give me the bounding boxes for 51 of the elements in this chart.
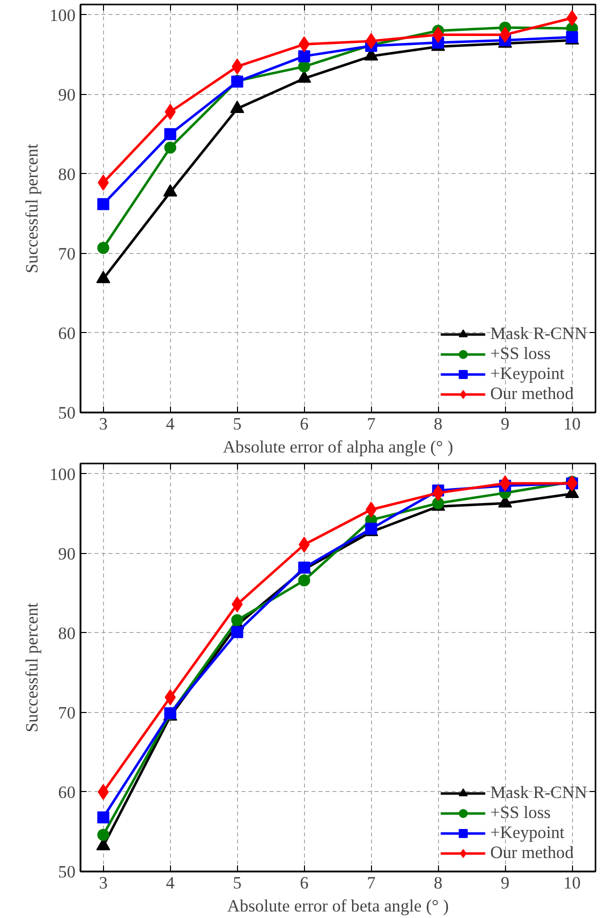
y-tick-label: 90 <box>58 85 76 104</box>
x-tick-label: 10 <box>563 414 581 434</box>
x-axis-title: Absolute error of beta angle (° ) <box>227 896 449 916</box>
x-tick-label: 3 <box>98 874 108 892</box>
y-tick-label: 100 <box>50 6 76 25</box>
y-tick-label: 100 <box>50 464 76 484</box>
legend-label: Mask R-CNN <box>490 324 587 344</box>
x-tick-label: 6 <box>300 874 309 892</box>
point <box>298 50 310 62</box>
x-tick-label: 10 <box>563 874 581 892</box>
legend-label: +Keypoint <box>490 364 564 384</box>
legend-label: Our method <box>490 843 574 863</box>
point <box>97 811 110 824</box>
y-tick-label: 60 <box>58 324 76 343</box>
x-tick-label: 8 <box>434 414 442 434</box>
point <box>97 198 110 210</box>
point <box>164 128 176 140</box>
legend-label: +Keypoint <box>490 823 564 843</box>
y-tick-label: 90 <box>58 544 76 564</box>
legend-label: +SS loss <box>490 344 551 364</box>
legend-label: Our method <box>490 384 574 404</box>
x-tick-label: 4 <box>166 874 175 892</box>
point <box>231 626 244 638</box>
y-tick-label: 80 <box>58 624 76 643</box>
x-tick-label: 6 <box>300 414 309 434</box>
legend-label: +SS loss <box>490 803 551 823</box>
y-tick-label: 70 <box>58 244 76 264</box>
point <box>231 614 244 626</box>
x-tick-label: 8 <box>434 874 442 892</box>
point <box>164 142 176 154</box>
y-tick-label: 50 <box>58 862 76 882</box>
legend-label: Mask R-CNN <box>490 783 587 803</box>
point <box>298 60 310 73</box>
x-tick-label: 4 <box>166 414 175 434</box>
y-axis-title: Successful percent <box>22 144 42 274</box>
x-tick-label: 3 <box>98 414 108 434</box>
y-tick-label: 80 <box>58 164 76 184</box>
x-axis-title: Absolute error of alpha angle (° ) <box>222 438 454 456</box>
y-tick-label: 70 <box>58 703 76 722</box>
x-tick-label: 5 <box>232 414 242 434</box>
x-tick-label: 5 <box>232 874 242 892</box>
y-axis-title: Successful percent <box>22 602 42 732</box>
point <box>298 574 310 586</box>
point <box>97 242 110 254</box>
x-tick-label: 7 <box>366 874 376 892</box>
point <box>97 828 110 841</box>
x-tick-label: 7 <box>366 414 376 434</box>
x-tick-label: 9 <box>500 414 510 434</box>
x-tick-label: 9 <box>500 874 510 892</box>
y-tick-label: 60 <box>58 782 76 802</box>
y-tick-label: 50 <box>58 404 76 422</box>
